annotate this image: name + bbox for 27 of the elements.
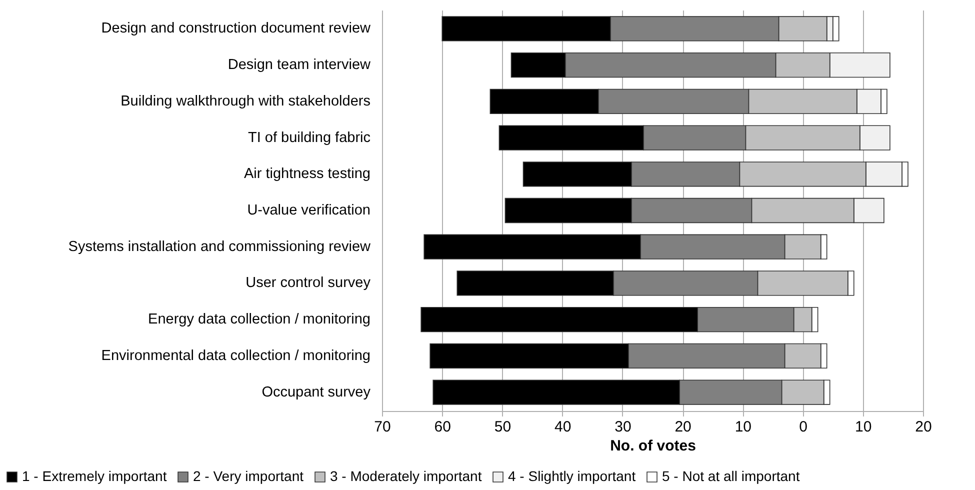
x-tick-label: 20	[674, 418, 692, 436]
y-tick-label: TI of building fabric	[248, 130, 370, 146]
legend-label: 5 - Not at all important	[662, 468, 800, 484]
x-tick-label: 0	[799, 418, 808, 436]
legend-label: 2 - Very important	[193, 468, 304, 484]
x-tick-label: 10	[734, 418, 752, 436]
y-tick-label: Environmental data collection / monitoring	[101, 348, 370, 364]
y-tick-label: Design and construction document review	[101, 20, 372, 37]
legend-label: 3 - Moderately important	[330, 468, 482, 484]
x-axis-title: No. of votes	[610, 438, 696, 454]
x-tick-label: 20	[915, 418, 932, 436]
legend-label: 1 - Extremely important	[22, 468, 167, 484]
x-tick-label: 50	[494, 418, 512, 436]
legend-label: 4 - Slightly important	[508, 468, 636, 484]
y-tick-label: Systems installation and commissioning review	[68, 238, 372, 255]
y-tick-label: User control survey	[246, 275, 372, 292]
y-tick-label: Energy data collection / monitoring	[148, 312, 370, 328]
x-tick-label: 10	[855, 418, 872, 436]
x-tick-label: 70	[374, 418, 391, 436]
x-tick-label: 40	[554, 418, 572, 436]
y-tick-label: Occupant survey	[262, 384, 372, 400]
x-tick-label: 60	[434, 418, 451, 436]
y-tick-label: Design team interview	[228, 57, 372, 74]
y-tick-label: Building walkthrough with stakeholders	[120, 93, 370, 110]
x-tick-label: 30	[614, 418, 632, 436]
y-tick-label: Air tightness testing	[244, 166, 370, 182]
y-tick-label: U-value verification	[247, 202, 370, 218]
